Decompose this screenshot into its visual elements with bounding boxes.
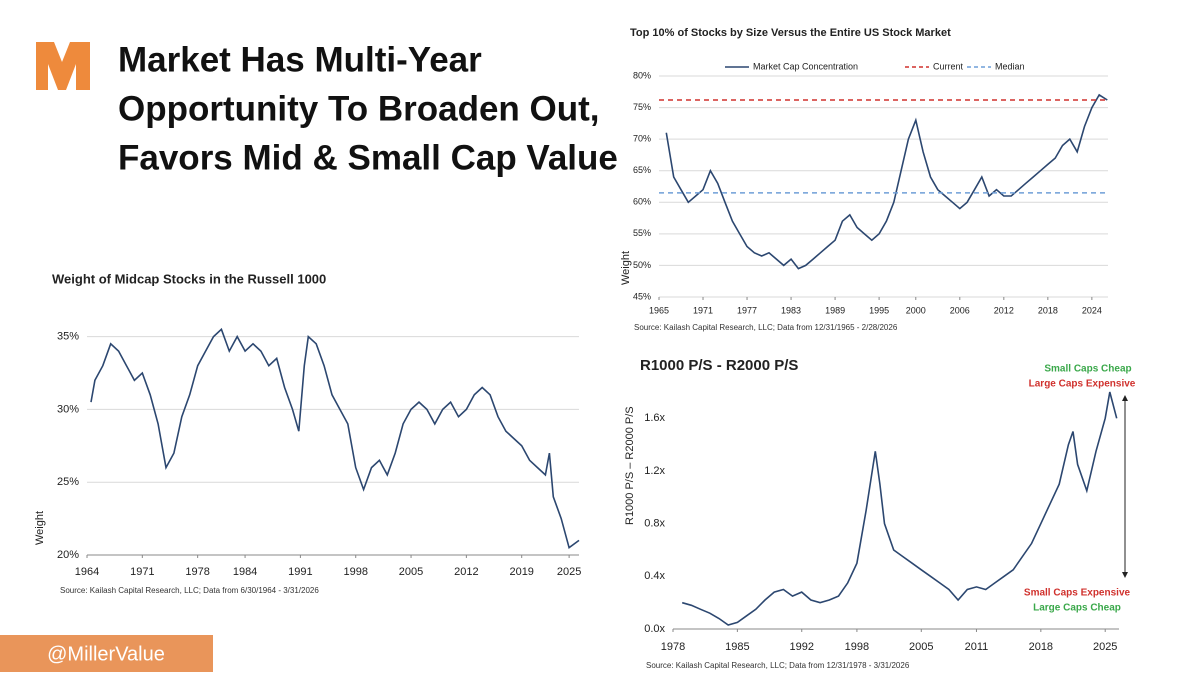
annotation: Small Caps Expensive bbox=[1024, 588, 1131, 599]
data-line bbox=[90, 327, 580, 550]
x-tick-label: 2012 bbox=[454, 566, 478, 578]
chart-title: Top 10% of Stocks by Size Versus the Ent… bbox=[630, 27, 951, 39]
x-tick-label: 1992 bbox=[790, 641, 814, 653]
x-tick-label: 1971 bbox=[693, 305, 713, 315]
y-axis-label: Weight bbox=[620, 251, 632, 285]
handle-box bbox=[0, 635, 213, 672]
x-tick-label: 1989 bbox=[825, 305, 845, 315]
x-tick-label: 1985 bbox=[725, 641, 749, 653]
y-tick-label: 70% bbox=[633, 134, 651, 144]
x-tick-label: 2018 bbox=[1029, 641, 1053, 653]
annotation: Small Caps Cheap bbox=[1044, 364, 1131, 375]
y-tick-label: 20% bbox=[57, 549, 79, 561]
x-tick-label: 2019 bbox=[509, 566, 533, 578]
logo-mark bbox=[36, 42, 90, 90]
slide-title: Opportunity To Broaden Out, bbox=[118, 89, 600, 128]
x-tick-label: 2012 bbox=[994, 305, 1014, 315]
annotation: Large Caps Expensive bbox=[1029, 379, 1136, 390]
y-axis-label: Weight bbox=[34, 511, 46, 545]
x-tick-label: 1984 bbox=[233, 566, 257, 578]
x-tick-label: 2024 bbox=[1082, 305, 1102, 315]
y-axis-label: R1000 P/S – R2000 P/S bbox=[624, 406, 636, 525]
y-tick-label: 50% bbox=[633, 260, 651, 270]
x-tick-label: 2018 bbox=[1038, 305, 1058, 315]
legend-label: Current bbox=[933, 61, 964, 71]
data-line bbox=[665, 93, 1108, 270]
source-note: Source: Kailash Capital Research, LLC; D… bbox=[60, 586, 319, 595]
y-tick-label: 25% bbox=[57, 476, 79, 488]
data-line bbox=[681, 391, 1118, 626]
y-tick-label: 55% bbox=[633, 228, 651, 238]
y-tick-label: 30% bbox=[57, 403, 79, 415]
x-tick-label: 1998 bbox=[845, 641, 869, 653]
x-tick-label: 1998 bbox=[343, 566, 367, 578]
source-note: Source: Kailash Capital Research, LLC; D… bbox=[646, 661, 910, 670]
slide-title: Favors Mid & Small Cap Value bbox=[118, 138, 618, 177]
y-tick-label: 1.6x bbox=[644, 412, 665, 424]
legend-label: Market Cap Concentration bbox=[753, 61, 858, 71]
legend-label: Median bbox=[995, 61, 1025, 71]
chart-title: R1000 P/S - R2000 P/S bbox=[640, 357, 798, 374]
x-tick-label: 1983 bbox=[781, 305, 801, 315]
x-tick-label: 1978 bbox=[661, 641, 685, 653]
x-tick-label: 2006 bbox=[950, 305, 970, 315]
y-tick-label: 80% bbox=[633, 70, 651, 80]
y-tick-label: 0.4x bbox=[644, 570, 665, 582]
y-tick-label: 35% bbox=[57, 330, 79, 342]
x-tick-label: 2011 bbox=[965, 641, 989, 653]
x-tick-label: 2000 bbox=[906, 305, 926, 315]
slide-title: Market Has Multi-Year bbox=[118, 40, 482, 79]
x-tick-label: 1965 bbox=[649, 305, 669, 315]
y-tick-label: 45% bbox=[633, 291, 651, 301]
y-tick-label: 60% bbox=[633, 197, 651, 207]
logo bbox=[36, 42, 90, 90]
x-tick-label: 2005 bbox=[909, 641, 933, 653]
y-tick-label: 0.8x bbox=[644, 518, 665, 530]
x-tick-label: 2025 bbox=[1093, 641, 1117, 653]
x-tick-label: 1971 bbox=[130, 566, 154, 578]
annotation: Large Caps Cheap bbox=[1033, 603, 1121, 614]
x-tick-label: 2025 bbox=[557, 566, 581, 578]
x-tick-label: 2005 bbox=[399, 566, 423, 578]
x-tick-label: 1978 bbox=[185, 566, 209, 578]
x-tick-label: 1977 bbox=[737, 305, 757, 315]
x-tick-label: 1991 bbox=[288, 566, 312, 578]
source-note: Source: Kailash Capital Research, LLC; D… bbox=[634, 323, 898, 332]
handle: @MillerValue bbox=[47, 643, 165, 665]
y-tick-label: 65% bbox=[633, 165, 651, 175]
y-tick-label: 75% bbox=[633, 102, 651, 112]
chart-title: Weight of Midcap Stocks in the Russell 1… bbox=[52, 271, 326, 286]
y-tick-label: 1.2x bbox=[644, 465, 665, 477]
y-tick-label: 0.0x bbox=[644, 623, 665, 635]
x-tick-label: 1995 bbox=[869, 305, 889, 315]
x-tick-label: 1964 bbox=[75, 566, 99, 578]
